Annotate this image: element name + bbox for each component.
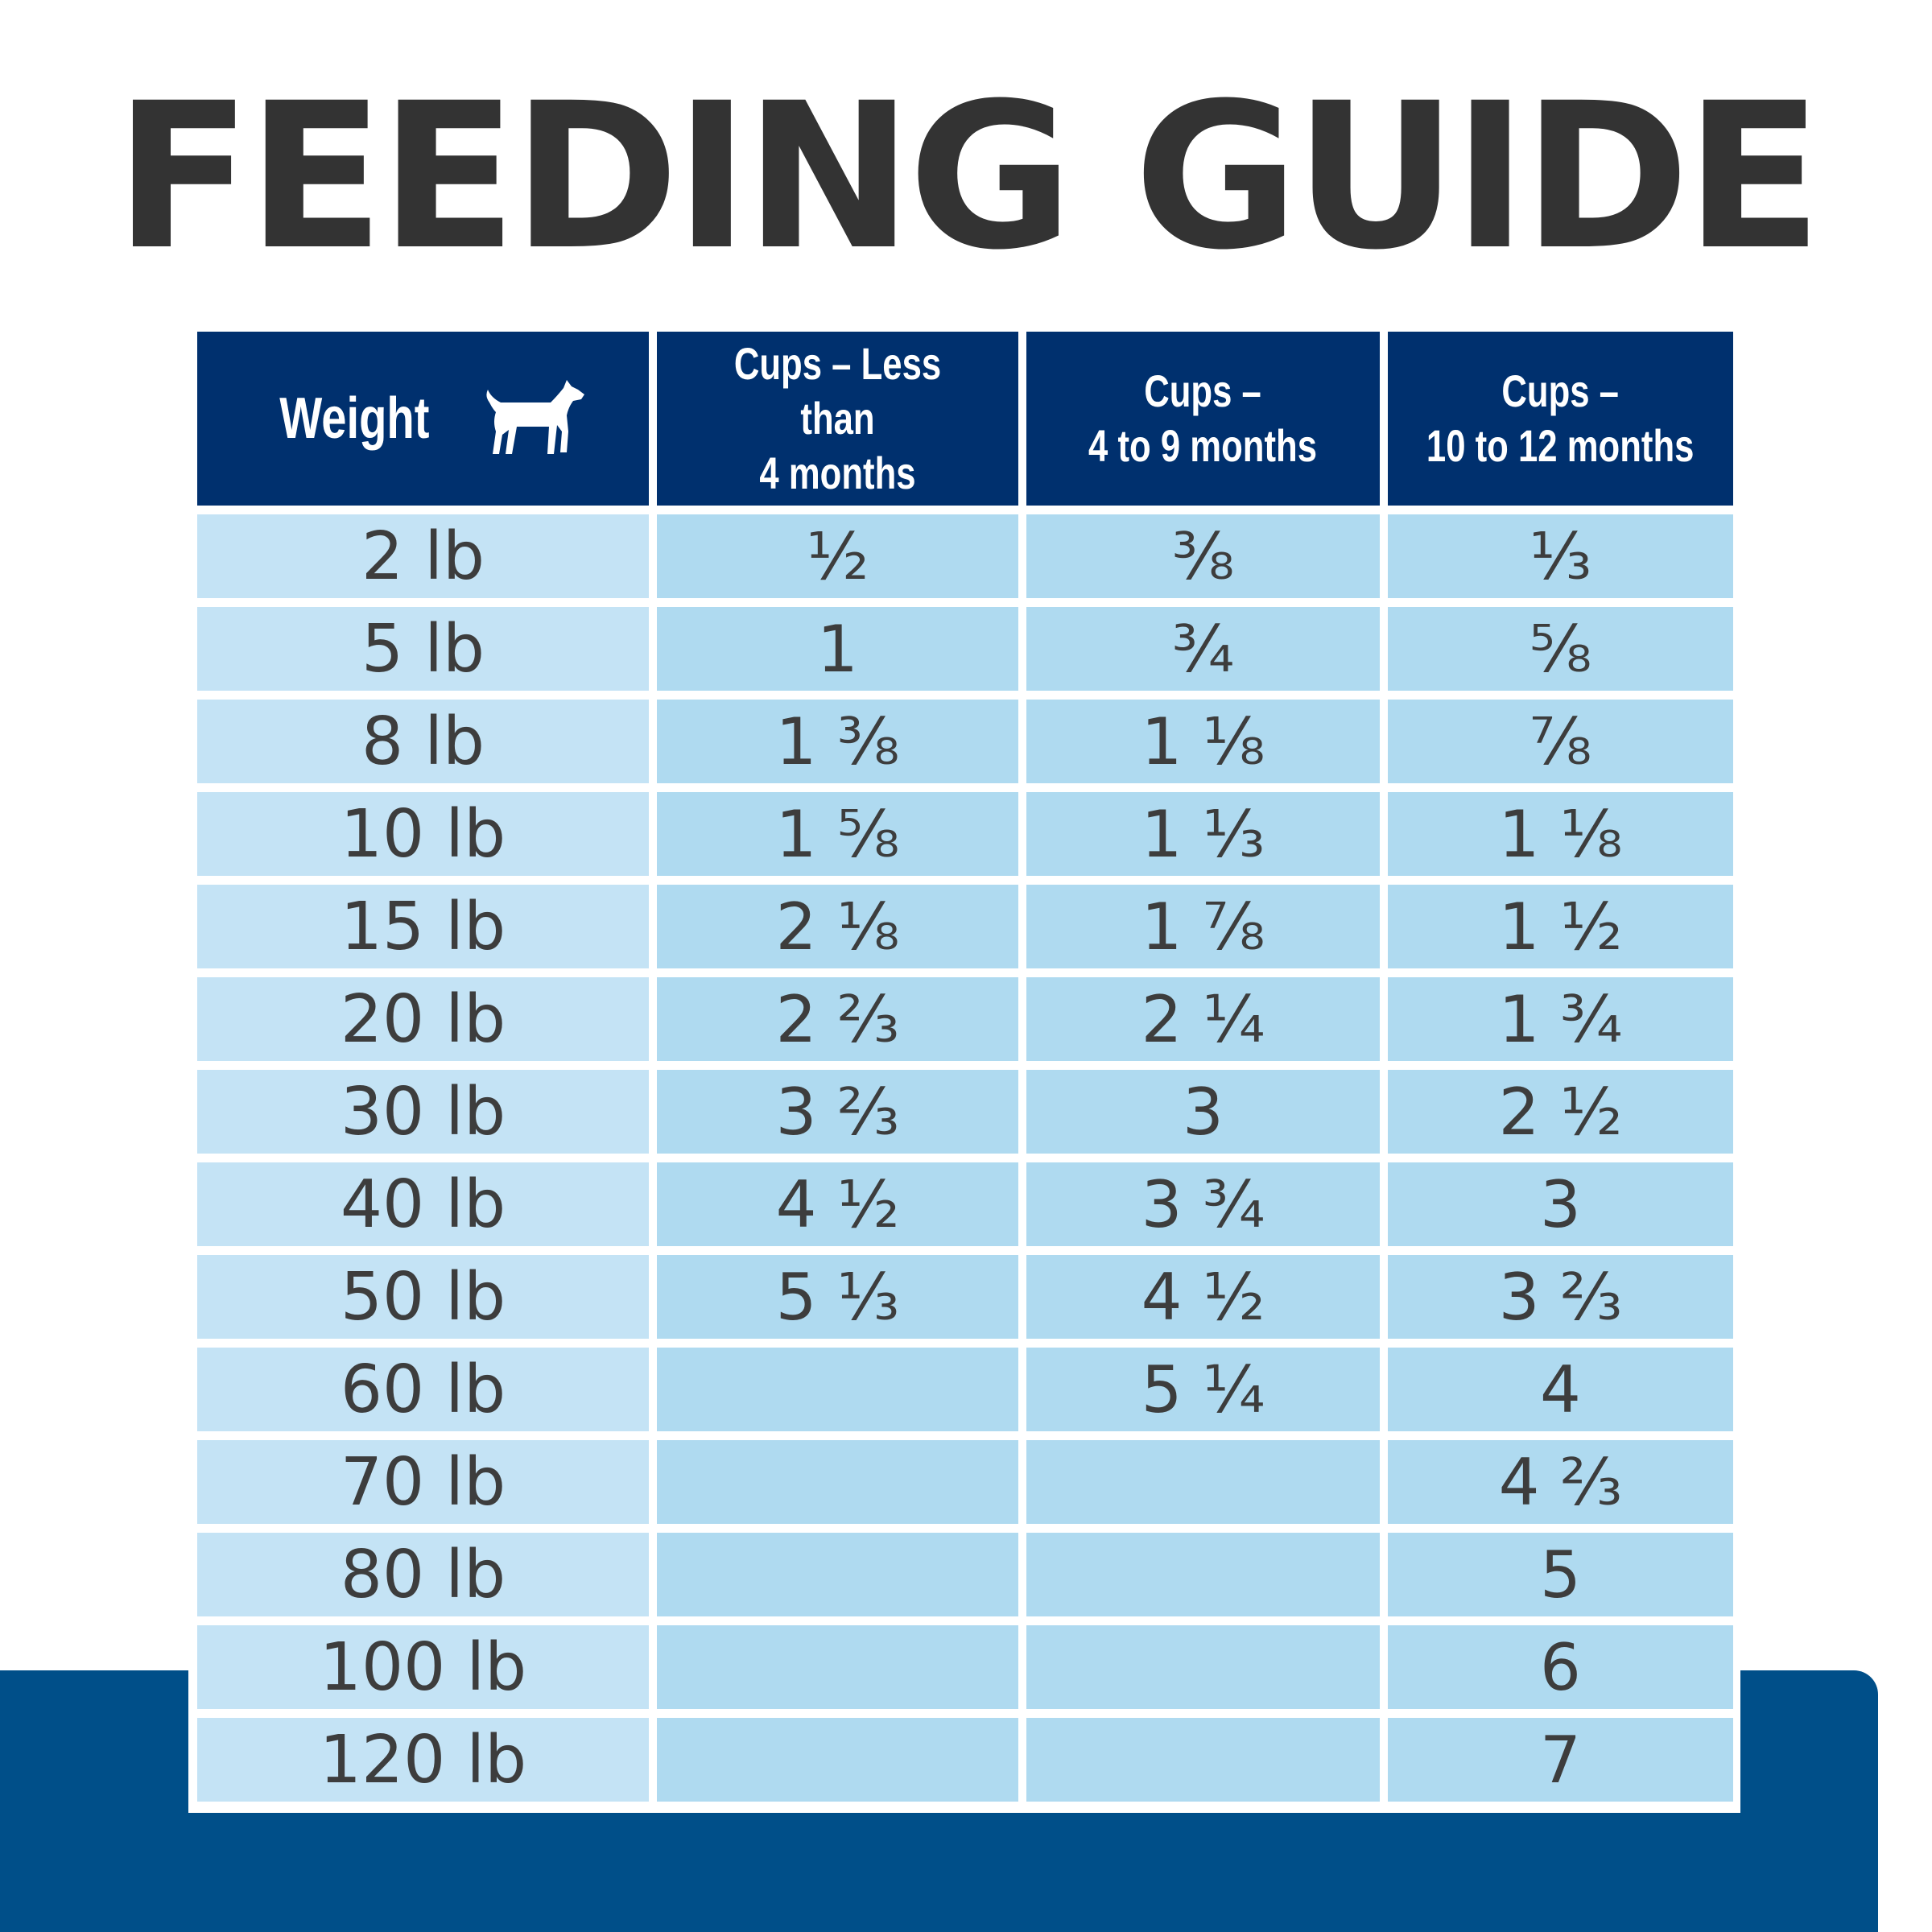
- cups-cell-under-4-months: 1 ⅜: [657, 700, 1018, 783]
- dog-icon: [486, 380, 584, 454]
- cups-cell-10-to-12-months: 1 ⅛: [1388, 792, 1733, 876]
- cups-cell-10-to-12-months: 1 ½: [1388, 885, 1733, 968]
- weight-cell: 50 lb: [197, 1255, 649, 1339]
- cups-cell-under-4-months: 3 ⅔: [657, 1070, 1018, 1154]
- cups-cell-10-to-12-months: 4: [1388, 1348, 1733, 1431]
- header-cups-less-than-4-months: Cups – Less than 4 months: [657, 332, 1018, 506]
- cups-cell-4-to-9-months: 5 ¼: [1026, 1348, 1380, 1431]
- cups-cell-10-to-12-months: 3 ⅔: [1388, 1255, 1733, 1339]
- cups-cell-10-to-12-months: 1 ¾: [1388, 977, 1733, 1061]
- weight-cell: 2 lb: [197, 514, 649, 598]
- cups-cell-under-4-months: [657, 1718, 1018, 1802]
- header-cups-4-to-9-months: Cups – 4 to 9 months: [1026, 332, 1380, 506]
- cups-cell-4-to-9-months: 2 ¼: [1026, 977, 1380, 1061]
- weight-cell: 30 lb: [197, 1070, 649, 1154]
- header-weight: Weight: [197, 332, 649, 506]
- weight-cell: 80 lb: [197, 1533, 649, 1616]
- cups-cell-10-to-12-months: 2 ½: [1388, 1070, 1733, 1154]
- cups-cell-4-to-9-months: 4 ½: [1026, 1255, 1380, 1339]
- cups-cell-10-to-12-months: 7: [1388, 1718, 1733, 1802]
- cups-cell-4-to-9-months: 3 ¾: [1026, 1162, 1380, 1246]
- cups-cell-4-to-9-months: 1 ⅓: [1026, 792, 1380, 876]
- weight-cell: 5 lb: [197, 607, 649, 691]
- cups-cell-under-4-months: 2 ⅛: [657, 885, 1018, 968]
- cups-cell-10-to-12-months: ⅝: [1388, 607, 1733, 691]
- weight-cell: 100 lb: [197, 1625, 649, 1709]
- cups-cell-under-4-months: 5 ⅓: [657, 1255, 1018, 1339]
- cups-cell-under-4-months: [657, 1440, 1018, 1524]
- cups-cell-4-to-9-months: ¾: [1026, 607, 1380, 691]
- cups-cell-4-to-9-months: 3: [1026, 1070, 1380, 1154]
- weight-cell: 20 lb: [197, 977, 649, 1061]
- cups-cell-10-to-12-months: 5: [1388, 1533, 1733, 1616]
- cups-cell-10-to-12-months: 6: [1388, 1625, 1733, 1709]
- cups-cell-4-to-9-months: ⅜: [1026, 514, 1380, 598]
- weight-cell: 40 lb: [197, 1162, 649, 1246]
- cups-cell-under-4-months: 1: [657, 607, 1018, 691]
- weight-cell: 70 lb: [197, 1440, 649, 1524]
- cups-cell-4-to-9-months: [1026, 1440, 1380, 1524]
- cups-cell-10-to-12-months: ⅞: [1388, 700, 1733, 783]
- weight-cell: 10 lb: [197, 792, 649, 876]
- cups-cell-under-4-months: 4 ½: [657, 1162, 1018, 1246]
- cups-cell-under-4-months: ½: [657, 514, 1018, 598]
- header-cups-10-to-12-months: Cups – 10 to 12 months: [1388, 332, 1733, 506]
- page-title: FEEDING GUIDE: [114, 60, 1823, 294]
- cups-cell-4-to-9-months: 1 ⅛: [1026, 700, 1380, 783]
- cups-cell-under-4-months: [657, 1348, 1018, 1431]
- feeding-table: Weight Cups – Less than 4 months Cups – …: [197, 332, 1733, 1802]
- cups-cell-10-to-12-months: 4 ⅔: [1388, 1440, 1733, 1524]
- weight-cell: 15 lb: [197, 885, 649, 968]
- header-weight-label: Weight: [279, 386, 430, 451]
- weight-cell: 120 lb: [197, 1718, 649, 1802]
- cups-cell-under-4-months: 1 ⅝: [657, 792, 1018, 876]
- cups-cell-4-to-9-months: 1 ⅞: [1026, 885, 1380, 968]
- cups-cell-4-to-9-months: [1026, 1625, 1380, 1709]
- cups-cell-under-4-months: [657, 1625, 1018, 1709]
- weight-cell: 8 lb: [197, 700, 649, 783]
- cups-cell-4-to-9-months: [1026, 1718, 1380, 1802]
- cups-cell-4-to-9-months: [1026, 1533, 1380, 1616]
- weight-cell: 60 lb: [197, 1348, 649, 1431]
- cups-cell-10-to-12-months: ⅓: [1388, 514, 1733, 598]
- cups-cell-10-to-12-months: 3: [1388, 1162, 1733, 1246]
- cups-cell-under-4-months: 2 ⅔: [657, 977, 1018, 1061]
- cups-cell-under-4-months: [657, 1533, 1018, 1616]
